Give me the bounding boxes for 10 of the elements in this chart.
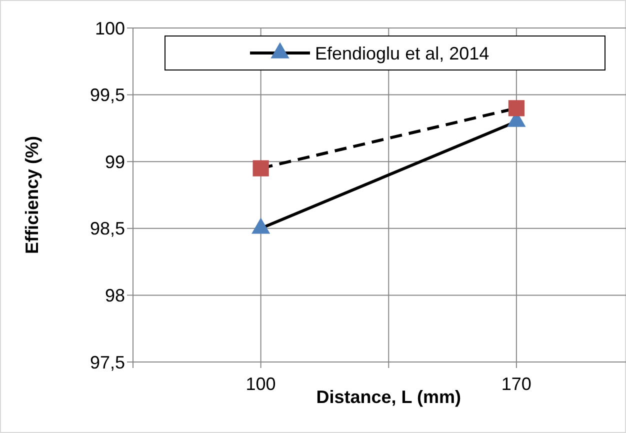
y-tick-label: 99,5 — [90, 85, 125, 106]
x-tick-label: 170 — [501, 374, 532, 394]
x-axis-title: Distance, L (mm) — [316, 387, 461, 407]
y-axis-title: Efficiency (%) — [22, 136, 42, 254]
y-tick-label: 98 — [104, 286, 125, 306]
legend-label: Efendioglu et al, 2014 — [315, 43, 490, 64]
y-tick-label: 98,5 — [90, 218, 125, 239]
y-tick-label: 97,5 — [90, 352, 125, 372]
y-tick-label: 100 — [94, 18, 125, 38]
y-tick-label: 99 — [104, 152, 125, 172]
